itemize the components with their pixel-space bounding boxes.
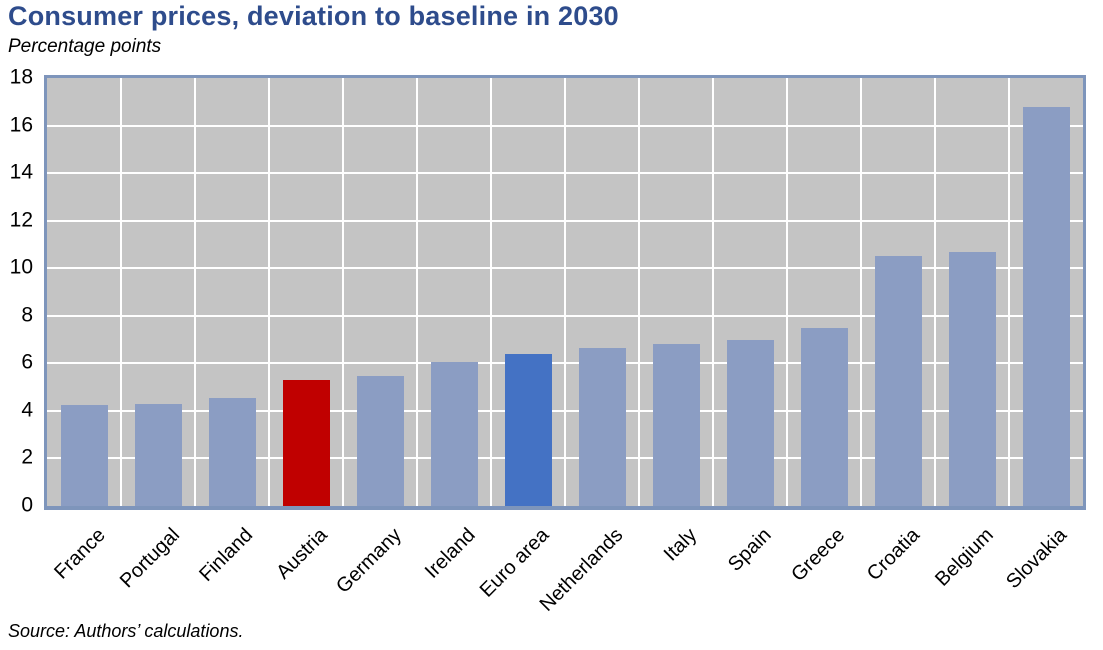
bar-netherlands	[579, 348, 626, 506]
v-gridline	[490, 78, 492, 506]
v-gridline	[416, 78, 418, 506]
x-label-austria: Austria	[271, 524, 332, 584]
bar-slovakia	[1023, 107, 1070, 506]
bar-spain	[727, 340, 774, 506]
bar-germany	[357, 376, 404, 506]
bar-italy	[653, 344, 700, 506]
bar-ireland	[431, 362, 478, 506]
v-gridline	[712, 78, 714, 506]
bar-portugal	[135, 404, 182, 506]
v-gridline	[268, 78, 270, 506]
y-tick-label-12: 12	[9, 208, 33, 232]
bar-austria	[283, 380, 330, 506]
y-tick-label-0: 0	[21, 493, 33, 517]
v-gridline	[934, 78, 936, 506]
x-label-spain: Spain	[723, 524, 776, 576]
source-note: Source: Authors’ calculations.	[8, 621, 244, 641]
x-label-italy: Italy	[660, 524, 702, 566]
x-label-euro-area: Euro area	[475, 524, 554, 602]
x-label-ireland: Ireland	[420, 524, 480, 583]
bar-greece	[801, 328, 848, 506]
x-label-germany: Germany	[331, 524, 406, 598]
bar-france	[61, 405, 108, 506]
x-label-croatia: Croatia	[862, 524, 924, 586]
y-tick-label-8: 8	[21, 303, 33, 327]
v-gridline	[860, 78, 862, 506]
x-label-greece: Greece	[787, 524, 850, 586]
v-gridline	[564, 78, 566, 506]
x-label-finland: Finland	[195, 524, 258, 586]
bar-belgium	[949, 252, 996, 506]
x-label-belgium: Belgium	[930, 524, 998, 591]
y-tick-label-2: 2	[21, 445, 33, 469]
x-label-slovakia: Slovakia	[1002, 524, 1072, 594]
x-label-portugal: Portugal	[115, 524, 184, 593]
v-gridline	[786, 78, 788, 506]
v-gridline	[194, 78, 196, 506]
y-tick-label-10: 10	[9, 255, 33, 279]
x-label-france: France	[49, 524, 110, 584]
bar-finland	[209, 398, 256, 506]
bar-croatia	[875, 256, 922, 506]
y-tick-label-18: 18	[9, 65, 33, 89]
y-tick-label-4: 4	[21, 398, 33, 422]
v-gridline	[1008, 78, 1010, 506]
y-tick-label-14: 14	[9, 160, 33, 184]
y-axis-unit-label: Percentage points	[8, 36, 162, 57]
chart-title: Consumer prices, deviation to baseline i…	[8, 1, 619, 31]
y-tick-label-6: 6	[21, 350, 33, 374]
bar-euro-area	[505, 354, 552, 506]
v-gridline	[342, 78, 344, 506]
y-tick-label-16: 16	[9, 113, 33, 137]
v-gridline	[120, 78, 122, 506]
v-gridline	[638, 78, 640, 506]
